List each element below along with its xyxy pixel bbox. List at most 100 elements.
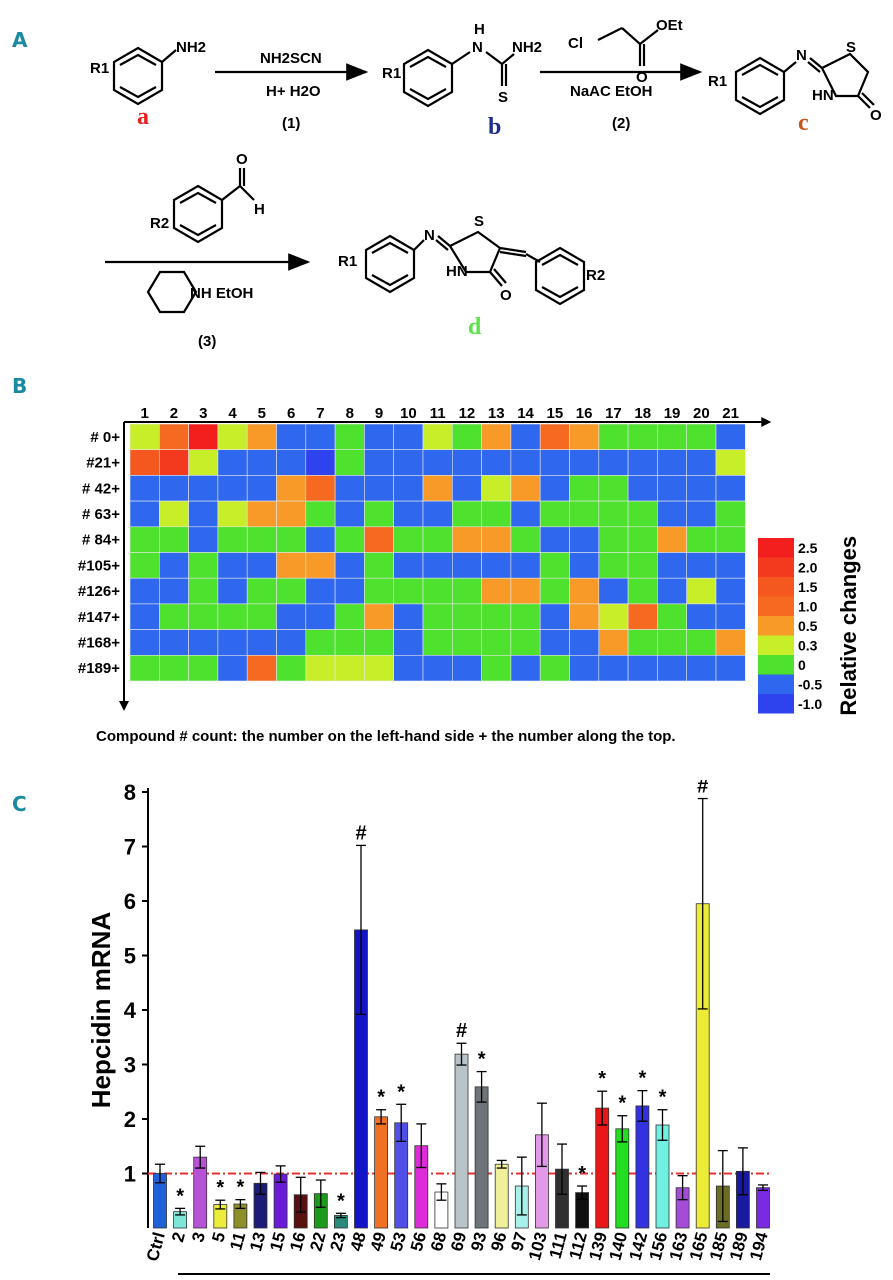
heatmap-cell [715, 552, 746, 579]
heatmap-cell [715, 629, 746, 656]
heatmap-cell [657, 577, 688, 605]
heatmap-cell [657, 552, 688, 579]
heatmap-cell [451, 629, 482, 656]
heatmap-cell [451, 603, 482, 630]
heatmap-cell [422, 475, 453, 502]
bar [756, 1187, 770, 1229]
benzene-ring-aldehyde [172, 184, 224, 244]
heatmap-cell [305, 629, 336, 656]
heatmap-cell [569, 654, 600, 682]
column-label: 18 [634, 405, 651, 422]
x-tick-label: 49 [367, 1230, 390, 1253]
significance-mark: * [598, 1068, 606, 1090]
heatmap-cell [188, 603, 219, 630]
heatmap-cell [510, 603, 541, 630]
legend-swatch [758, 557, 794, 577]
substituent-r2: R2 [150, 215, 169, 232]
heatmap-cell [715, 603, 746, 630]
heatmap-cell [246, 526, 277, 553]
benzene-ring-c [734, 56, 786, 116]
heatmap-cell [393, 577, 424, 605]
x-tick-label: 15 [266, 1230, 289, 1253]
step1-reagent: NH2SCN [260, 50, 322, 67]
atom-o: O [870, 107, 882, 124]
atom-o: O [500, 287, 512, 304]
heatmap-cell [393, 475, 424, 502]
heatmap-cell [276, 603, 307, 630]
heatmap-cell [569, 449, 600, 476]
heatmap-cell [246, 449, 277, 476]
thiazolidinone-ring-d [448, 230, 502, 274]
heatmap-cell [627, 654, 658, 682]
legend-swatch [758, 596, 794, 616]
heatmap-cell [364, 552, 394, 579]
column-label: 3 [199, 405, 207, 422]
x-tick-label: 194 [746, 1230, 772, 1263]
column-label: 4 [228, 405, 237, 422]
panel-label-b: B [12, 374, 28, 398]
legend-swatch [758, 694, 794, 714]
heatmap-cell [364, 526, 394, 553]
x-tick-label: 96 [487, 1230, 510, 1253]
significance-mark: # [697, 780, 708, 798]
column-label: 17 [605, 405, 622, 422]
heatmap-cell [422, 577, 453, 605]
benzene-ring-d-right [534, 246, 586, 306]
heatmap-cell [715, 475, 746, 502]
panel-label-c: C [12, 792, 27, 816]
column-label: 6 [287, 405, 295, 422]
heatmap-cell [627, 603, 658, 630]
row-label: # 42+ [82, 480, 120, 497]
significance-mark: # [456, 1020, 467, 1042]
heatmap-cell [539, 423, 570, 451]
significance-mark: * [478, 1049, 486, 1071]
heatmap-cell [657, 629, 688, 656]
column-label: 13 [488, 405, 505, 422]
x-tick-label: 3 [188, 1230, 209, 1244]
legend-label: 2.0 [798, 559, 818, 575]
bar [595, 1107, 610, 1229]
heatmap-cell [451, 423, 482, 451]
heatmap-cell [159, 526, 189, 553]
heatmap-cell [627, 449, 658, 476]
heatmap-cell [393, 552, 424, 579]
heatmap-cell [217, 475, 248, 502]
heatmap-cell [657, 475, 688, 502]
heatmap-cell [657, 603, 688, 630]
heatmap-cell [627, 475, 658, 502]
heatmap-cell [276, 423, 307, 451]
x-tick-label: 48 [347, 1230, 370, 1253]
heatmap-cell [569, 629, 600, 656]
y-tick-label: 2 [124, 1107, 136, 1132]
heatmap-cell [539, 449, 570, 476]
heatmap-cell [364, 654, 394, 682]
substituent-r1: R1 [382, 65, 401, 82]
significance-mark: * [397, 1081, 405, 1103]
heatmap-cell [539, 500, 570, 528]
heatmap-cell [159, 629, 189, 656]
row-label: #168+ [78, 634, 120, 651]
heatmap-cell [276, 552, 307, 579]
legend-swatch [758, 674, 794, 694]
heatmap-cell [334, 577, 365, 605]
heatmap-cell [627, 577, 658, 605]
heatmap-cell [422, 500, 453, 528]
heatmap-cell [334, 552, 365, 579]
heatmap-cell [129, 577, 160, 605]
heatmap-cell [539, 654, 570, 682]
benzene-ring-a [112, 46, 164, 106]
heatmap-cell [246, 603, 277, 630]
heatmap-cell [715, 423, 746, 451]
significance-mark: * [337, 1190, 345, 1212]
heatmap-cell [276, 577, 307, 605]
significance-mark: * [237, 1177, 245, 1199]
heatmap-cell [686, 654, 717, 682]
heatmap-cell [188, 526, 219, 553]
heatmap-cell [627, 423, 658, 451]
heatmap-cell [451, 577, 482, 605]
row-label: # 84+ [82, 532, 120, 549]
heatmap-cell [539, 475, 570, 502]
row-label: # 63+ [82, 506, 120, 523]
column-axis-arrowhead [761, 417, 772, 427]
heatmap-cell [598, 552, 629, 579]
